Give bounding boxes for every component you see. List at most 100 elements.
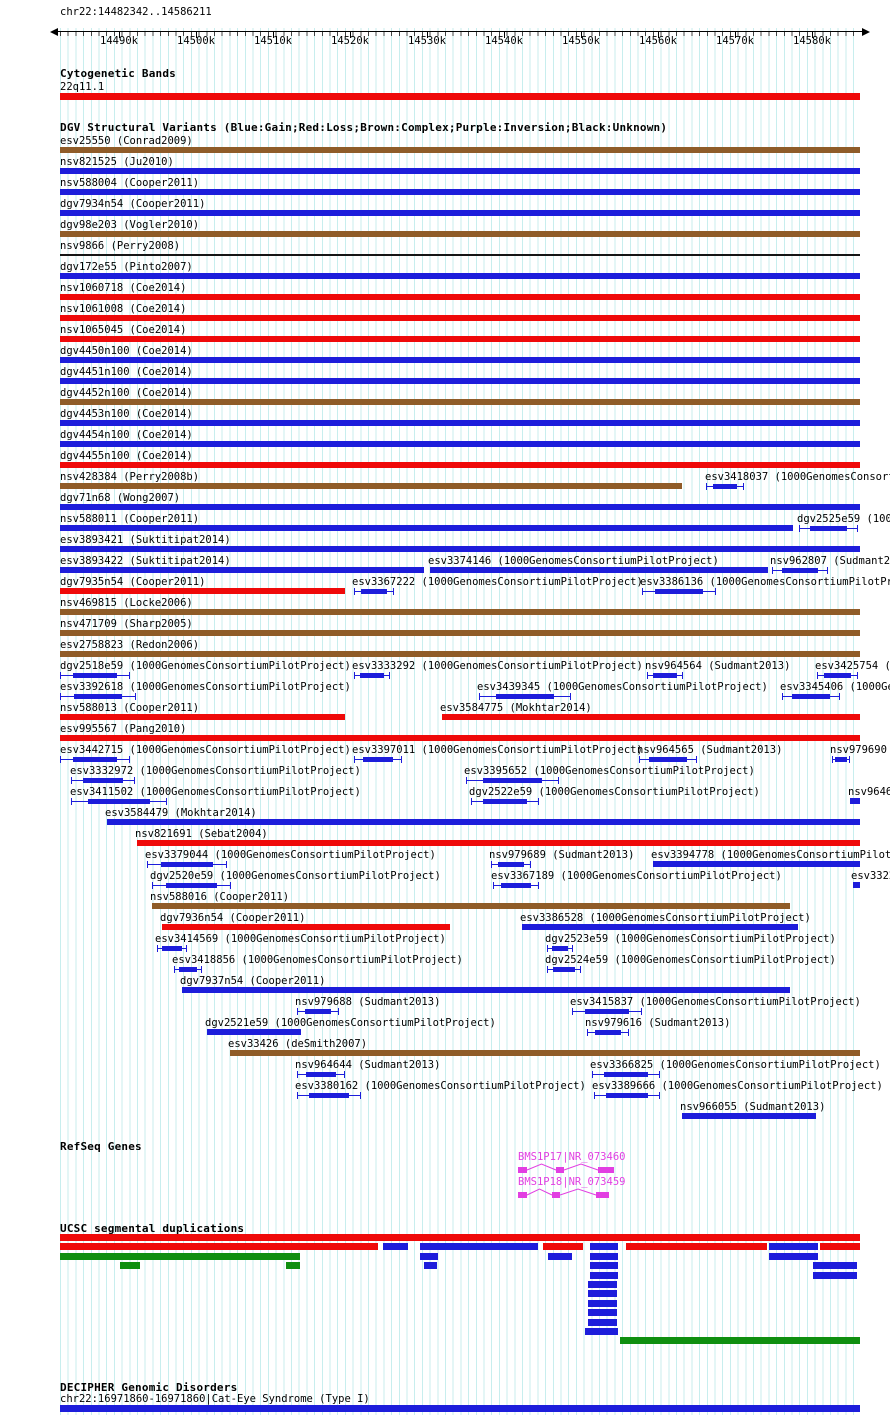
variant-bar[interactable] <box>799 525 858 532</box>
cytoband-bar[interactable] <box>60 93 860 100</box>
variant-bar[interactable] <box>442 714 860 720</box>
segdup-bar[interactable] <box>588 1300 617 1307</box>
variant-label[interactable]: dgv4453n100 (Coe2014) <box>60 408 193 420</box>
variant-bar[interactable] <box>152 903 790 909</box>
variant-label[interactable]: nsv821691 (Sebat2004) <box>135 828 268 840</box>
variant-label[interactable]: esv3345406 (1000GenomesConsortiumPilotPr… <box>780 681 890 693</box>
segdup-bar[interactable] <box>60 1253 300 1260</box>
variant-label[interactable]: esv3380162 (1000GenomesConsortiumPilotPr… <box>295 1080 586 1092</box>
variant-label[interactable]: esv3386528 (1000GenomesConsortiumPilotPr… <box>520 912 811 924</box>
segdup-bar[interactable] <box>60 1234 860 1241</box>
variant-label[interactable]: nsv964644 (Sudmant2013) <box>295 1059 441 1071</box>
variant-label[interactable]: esv3332972 (1000GenomesConsortiumPilotPr… <box>70 765 361 777</box>
variant-bar[interactable] <box>71 798 167 805</box>
variant-bar[interactable] <box>60 210 860 216</box>
variant-bar[interactable] <box>157 945 187 952</box>
segdup-bar[interactable] <box>590 1262 618 1269</box>
variant-label[interactable]: dgv2525e59 (1000GenomesConsortiumPilotPr… <box>797 513 890 525</box>
variant-bar[interactable] <box>832 756 850 763</box>
variant-bar[interactable] <box>479 693 571 700</box>
variant-label[interactable]: esv3442715 (1000GenomesConsortiumPilotPr… <box>60 744 351 756</box>
variant-bar[interactable] <box>60 254 860 256</box>
segdup-bar[interactable] <box>588 1319 617 1326</box>
variant-bar[interactable] <box>782 693 840 700</box>
variant-bar[interactable] <box>572 1008 642 1015</box>
variant-bar[interactable] <box>850 798 860 804</box>
segdup-bar[interactable] <box>60 1243 378 1250</box>
variant-label[interactable]: esv3379044 (1000GenomesConsortiumPilotPr… <box>145 849 436 861</box>
variant-label[interactable]: esv3411502 (1000GenomesConsortiumPilotPr… <box>70 786 361 798</box>
variant-bar[interactable] <box>354 588 394 595</box>
variant-bar[interactable] <box>60 588 345 594</box>
variant-bar[interactable] <box>60 168 860 174</box>
variant-label[interactable]: esv3386136 (1000GenomesConsortiumPilotPr… <box>640 576 890 588</box>
variant-bar[interactable] <box>471 798 539 805</box>
variant-label[interactable]: dgv4454n100 (Coe2014) <box>60 429 193 441</box>
variant-label[interactable]: nsv964565 (Sudmant2013) <box>637 744 783 756</box>
segdup-bar[interactable] <box>420 1243 538 1250</box>
segdup-bar[interactable] <box>424 1262 437 1269</box>
segdup-bar[interactable] <box>813 1262 857 1269</box>
variant-bar[interactable] <box>60 231 860 237</box>
variant-bar[interactable] <box>706 483 744 490</box>
variant-label[interactable]: dgv2520e59 (1000GenomesConsortiumPilotPr… <box>150 870 441 882</box>
segdup-bar[interactable] <box>620 1337 860 1344</box>
variant-bar[interactable] <box>430 567 768 573</box>
variant-bar[interactable] <box>71 777 135 784</box>
variant-label[interactable]: dgv7937n54 (Cooper2011) <box>180 975 326 987</box>
variant-label[interactable]: nsv9646 <box>848 786 890 798</box>
variant-bar[interactable] <box>60 546 860 552</box>
variant-bar[interactable] <box>60 630 860 636</box>
variant-bar[interactable] <box>60 420 860 426</box>
variant-label[interactable]: esv3893422 (Suktitipat2014) <box>60 555 231 567</box>
segdup-bar[interactable] <box>588 1290 617 1297</box>
variant-label[interactable]: esv3439345 (1000GenomesConsortiumPilotPr… <box>477 681 768 693</box>
variant-label[interactable]: esv3366825 (1000GenomesConsortiumPilotPr… <box>590 1059 881 1071</box>
variant-bar[interactable] <box>60 294 860 300</box>
variant-label[interactable]: dgv4452n100 (Coe2014) <box>60 387 193 399</box>
variant-label[interactable]: dgv4450n100 (Coe2014) <box>60 345 193 357</box>
variant-label[interactable]: esv3414569 (1000GenomesConsortiumPilotPr… <box>155 933 446 945</box>
gene-label[interactable]: BMS1P18|NR_073459 <box>518 1176 626 1188</box>
variant-bar[interactable] <box>682 1113 816 1119</box>
variant-bar[interactable] <box>60 756 130 763</box>
variant-label[interactable]: nsv469815 (Locke2006) <box>60 597 193 609</box>
variant-label[interactable]: esv3333292 (1000GenomesConsortiumPilotPr… <box>352 660 643 672</box>
variant-label[interactable]: esv3418037 (1000GenomesConsortiumPilotPr… <box>705 471 890 483</box>
gene-glyph[interactable] <box>518 1187 615 1199</box>
variant-bar[interactable] <box>60 483 682 489</box>
variant-label[interactable]: esv3893421 (Suktitipat2014) <box>60 534 231 546</box>
variant-label[interactable]: esv3394778 (1000GenomesConsortiumPilotPr… <box>651 849 890 861</box>
variant-bar[interactable] <box>297 1092 361 1099</box>
variant-label[interactable]: nsv428384 (Perry2008b) <box>60 471 200 483</box>
variant-bar[interactable] <box>466 777 559 784</box>
variant-label[interactable]: nsv979690 (Sudmant2013) <box>830 744 887 756</box>
variant-label[interactable]: dgv4455n100 (Coe2014) <box>60 450 193 462</box>
segdup-bar[interactable] <box>286 1262 300 1269</box>
segdup-bar[interactable] <box>120 1262 140 1269</box>
variant-bar[interactable] <box>60 693 136 700</box>
decipher-item-label[interactable]: chr22:16971860-16971860|Cat-Eye Syndrome… <box>60 1393 370 1405</box>
variant-label[interactable]: esv3389666 (1000GenomesConsortiumPilotPr… <box>592 1080 883 1092</box>
variant-bar[interactable] <box>60 651 860 657</box>
segdup-bar[interactable] <box>383 1243 408 1250</box>
variant-bar[interactable] <box>817 672 858 679</box>
variant-label[interactable]: esv3367222 (1000GenomesConsortiumPilotPr… <box>352 576 643 588</box>
variant-bar[interactable] <box>152 882 231 889</box>
variant-bar[interactable] <box>60 378 860 384</box>
variant-label[interactable]: esv3584479 (Mokhtar2014) <box>105 807 257 819</box>
segdup-bar[interactable] <box>420 1253 438 1260</box>
variant-label[interactable]: esv3322 <box>851 870 890 882</box>
variant-bar[interactable] <box>60 399 860 405</box>
segdup-bar[interactable] <box>548 1253 572 1260</box>
variant-label[interactable]: dgv7934n54 (Cooper2011) <box>60 198 206 210</box>
variant-bar[interactable] <box>354 756 402 763</box>
variant-label[interactable]: esv3584775 (Mokhtar2014) <box>440 702 592 714</box>
segdup-bar[interactable] <box>590 1253 618 1260</box>
variant-label[interactable]: nsv964564 (Sudmant2013) <box>645 660 791 672</box>
segdup-bar[interactable] <box>769 1253 818 1260</box>
segdup-bar[interactable] <box>820 1243 860 1250</box>
variant-label[interactable]: dgv2524e59 (1000GenomesConsortiumPilotPr… <box>545 954 836 966</box>
variant-label[interactable]: nsv588011 (Cooper2011) <box>60 513 200 525</box>
variant-label[interactable]: nsv962807 (Sudmant2013) <box>770 555 890 567</box>
